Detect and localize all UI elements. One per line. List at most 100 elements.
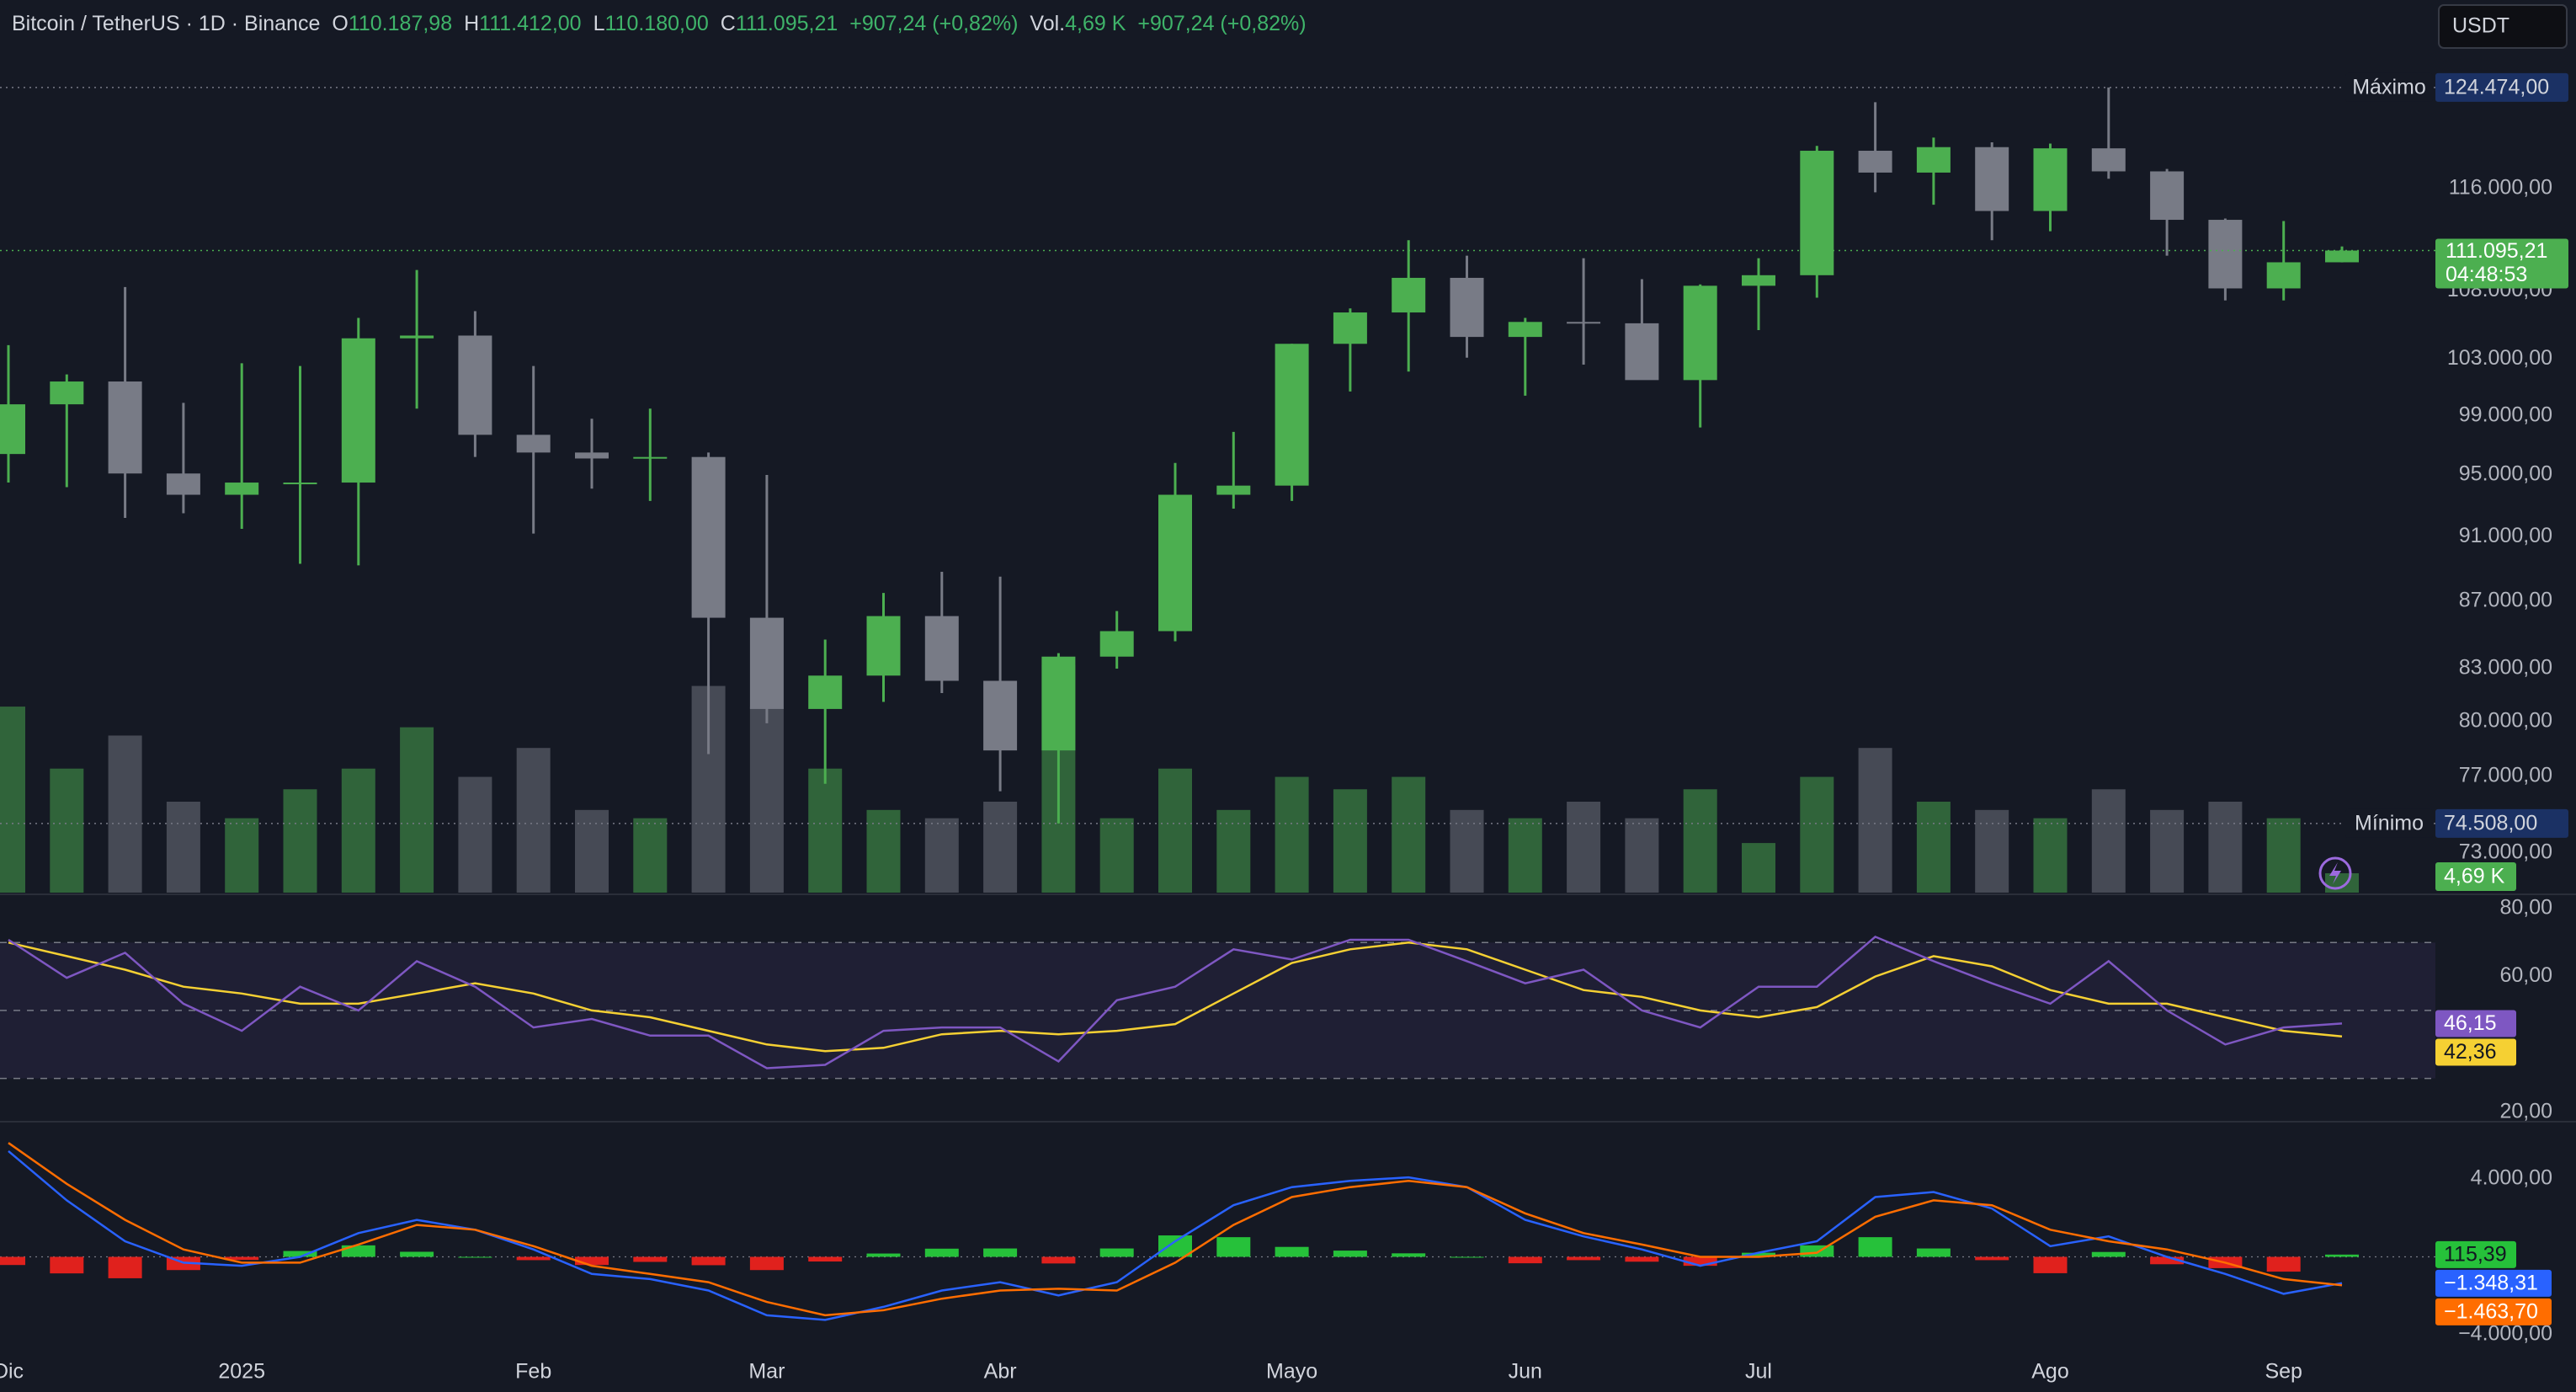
candle-body — [0, 404, 25, 455]
histogram-bar — [808, 1256, 843, 1262]
indicator-value-tag-box — [2435, 1298, 2552, 1325]
alert-icon[interactable] — [2318, 856, 2352, 890]
volume-bar — [2091, 789, 2126, 893]
volume-tag: 4,69 K — [2444, 865, 2505, 888]
indicator-value-tag: −1.348,31 — [2444, 1271, 2538, 1294]
candle-body — [1508, 322, 1542, 338]
volume-bar — [516, 748, 551, 893]
histogram-bar — [2033, 1256, 2068, 1273]
volume-bar — [1158, 768, 1192, 893]
volume-bar — [50, 768, 84, 893]
histogram-bar — [1392, 1253, 1426, 1257]
candle-body — [2266, 262, 2301, 289]
indicator-line — [8, 1149, 2343, 1321]
x-tick-label: Jun — [1509, 1360, 1542, 1384]
indicator-value-tag-box — [2435, 1038, 2516, 1066]
candle-body — [1333, 312, 1367, 344]
volume-bar — [1800, 776, 1834, 893]
currency-button[interactable]: USDT — [2438, 4, 2568, 49]
candle-body — [283, 483, 317, 485]
indicator-line — [8, 941, 2343, 1053]
histogram-bar — [1158, 1235, 1192, 1257]
field-value: 111.095,21 — [736, 12, 838, 35]
candle-body — [1625, 323, 1659, 381]
y-tick-label: 95.000,00 — [2459, 462, 2552, 486]
volume-bar — [225, 818, 259, 893]
marker-label: Mínimo — [2355, 811, 2424, 835]
histogram-bar — [1683, 1256, 1717, 1267]
candle-body — [2208, 220, 2243, 289]
candle-body — [50, 381, 84, 405]
marker-label-box — [2345, 72, 2433, 102]
volume-bar — [458, 776, 492, 893]
x-tick-label: Feb — [515, 1360, 551, 1384]
marker-label: Máximo — [2352, 75, 2426, 99]
candle-body — [400, 335, 434, 339]
volume-bar — [108, 735, 142, 893]
candle-body — [1567, 322, 1601, 324]
volume-bar — [2208, 802, 2243, 893]
x-tick-label: Mar — [748, 1360, 785, 1384]
field-key: C — [721, 12, 736, 35]
candle-body — [749, 617, 784, 709]
candle-body — [1800, 151, 1834, 275]
indicator-value-tag: 42,36 — [2444, 1040, 2497, 1064]
histogram-bar — [866, 1253, 901, 1257]
y-tick-label: 83.000,00 — [2459, 656, 2552, 680]
histogram-bar — [1625, 1256, 1659, 1262]
histogram-bar — [108, 1256, 142, 1278]
candle-body — [1041, 656, 1076, 751]
x-tick-label: Dic — [0, 1360, 24, 1384]
candle-body — [924, 616, 959, 681]
candle-body — [166, 473, 200, 495]
volume-bar — [0, 707, 25, 893]
histogram-bar — [516, 1256, 551, 1261]
volume-bar — [983, 802, 1018, 893]
volume-bar — [1858, 748, 1892, 893]
volume-bar — [924, 818, 959, 893]
candle-body — [1916, 147, 1951, 173]
y-tick-label: 20,00 — [2499, 1100, 2552, 1123]
histogram-value-tag: 115,39 — [2444, 1242, 2507, 1266]
histogram-value-tag-box — [2435, 1240, 2516, 1268]
histogram-bar — [0, 1256, 25, 1266]
x-tick-label: Abr — [984, 1360, 1017, 1384]
histogram-bar — [2325, 1254, 2359, 1257]
indicator-value-tag: 46,15 — [2444, 1011, 2497, 1035]
indicator-value-tag-box — [2435, 1269, 2552, 1297]
y-tick-label: 60,00 — [2499, 963, 2552, 987]
histogram-bar — [633, 1256, 668, 1262]
marker-value: 124.474,00 — [2444, 75, 2549, 99]
volume-bar — [2266, 818, 2301, 893]
histogram-bar — [2266, 1256, 2301, 1272]
volume-bar — [2150, 809, 2185, 893]
field-key: L — [593, 12, 605, 35]
candle-body — [516, 435, 551, 453]
x-tick-label: 2025 — [218, 1360, 265, 1384]
y-tick-label: 91.000,00 — [2459, 524, 2552, 547]
marker-label-box — [2345, 808, 2433, 838]
last-price-box — [2435, 238, 2568, 289]
histogram-bar — [1975, 1256, 2009, 1261]
histogram-bar — [458, 1256, 492, 1258]
x-tick-label: Mayo — [1266, 1360, 1317, 1384]
histogram-bar — [1216, 1237, 1251, 1257]
volume-bar — [1450, 809, 1484, 893]
volume-bar — [1683, 789, 1717, 893]
indicator-value-tag-box — [2435, 1010, 2516, 1037]
volume-bar — [166, 802, 200, 893]
histogram-bar — [341, 1245, 375, 1257]
candle-body — [2033, 148, 2068, 211]
candle-body — [2150, 171, 2185, 221]
candle-body — [108, 381, 142, 474]
candle-body — [1216, 485, 1251, 495]
volume-key: Vol. — [1030, 12, 1065, 35]
y-tick-label: 103.000,00 — [2447, 346, 2552, 370]
volume-bar — [1333, 789, 1367, 893]
volume-bar — [341, 768, 375, 893]
indicator-line — [8, 935, 2343, 1069]
candle-body — [2091, 148, 2126, 172]
histogram-bar — [50, 1256, 84, 1274]
